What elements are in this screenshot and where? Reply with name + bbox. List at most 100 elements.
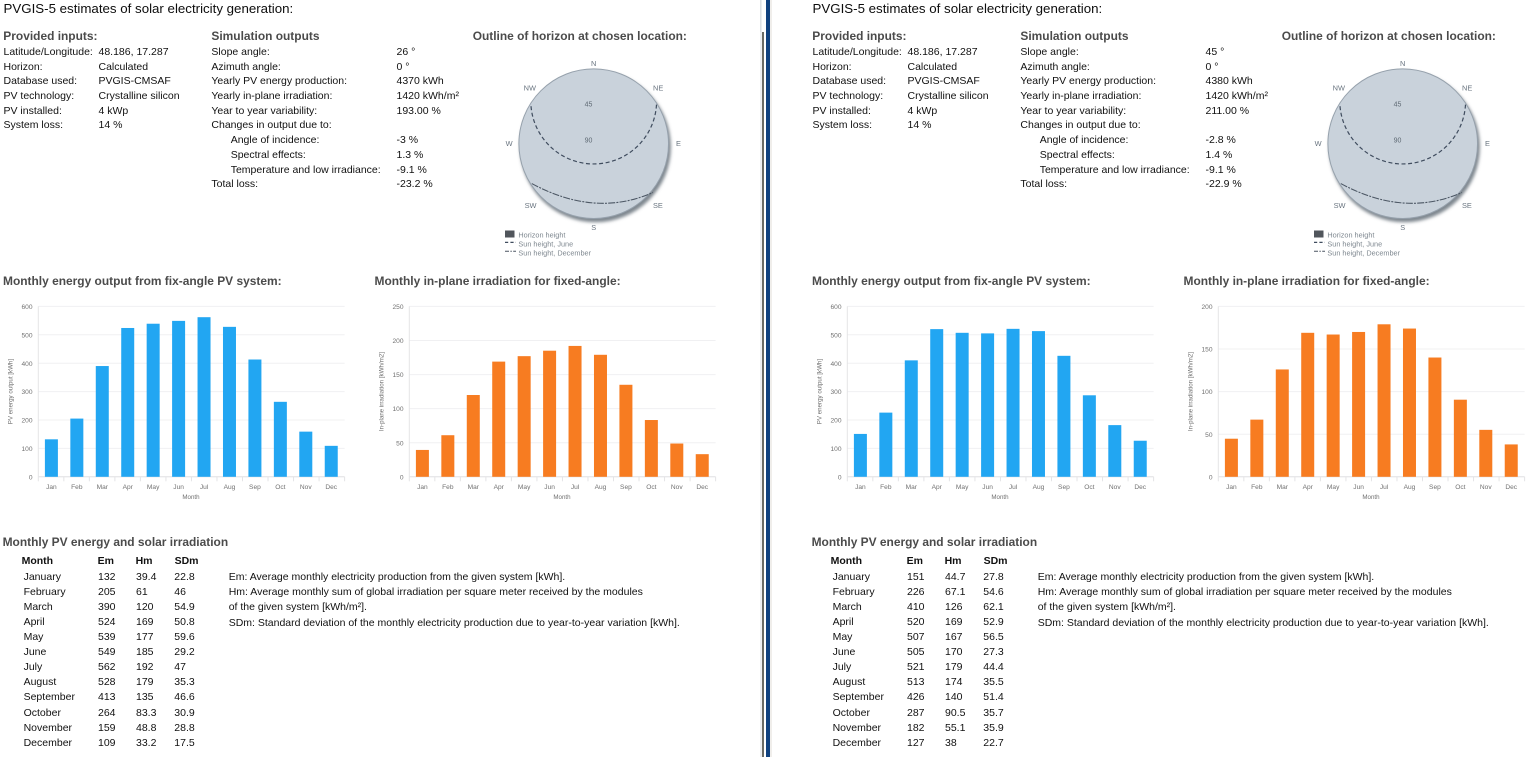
svg-text:S: S xyxy=(591,223,596,232)
svg-text:Month: Month xyxy=(1362,494,1380,501)
svg-text:200: 200 xyxy=(21,418,32,425)
svg-text:PV energy output [kWh]: PV energy output [kWh] xyxy=(817,359,824,425)
svg-text:Nov: Nov xyxy=(1109,484,1121,491)
svg-text:Month: Month xyxy=(991,494,1009,501)
svg-text:E: E xyxy=(676,139,681,148)
svg-text:N: N xyxy=(1400,59,1405,68)
svg-text:Sep: Sep xyxy=(620,484,632,491)
svg-text:Apr: Apr xyxy=(932,484,943,491)
svg-text:100: 100 xyxy=(830,446,841,453)
svg-text:500: 500 xyxy=(830,332,841,339)
svg-text:100: 100 xyxy=(392,406,403,413)
svg-text:SW: SW xyxy=(525,201,537,210)
svg-text:90: 90 xyxy=(585,138,593,145)
svg-text:Jun: Jun xyxy=(544,484,555,491)
svg-text:Mar: Mar xyxy=(97,484,109,491)
svg-text:Month: Month xyxy=(553,494,571,501)
svg-text:Apr: Apr xyxy=(123,484,134,491)
svg-text:Jan: Jan xyxy=(855,484,866,491)
svg-text:Feb: Feb xyxy=(1251,484,1263,491)
svg-text:SE: SE xyxy=(653,201,663,210)
svg-text:Sep: Sep xyxy=(249,484,261,491)
svg-text:NW: NW xyxy=(1333,83,1345,92)
svg-text:SE: SE xyxy=(1462,201,1472,210)
svg-text:90: 90 xyxy=(1394,138,1402,145)
svg-text:Sun height, June: Sun height, June xyxy=(1327,240,1382,249)
svg-text:100: 100 xyxy=(1201,389,1212,396)
svg-text:400: 400 xyxy=(830,361,841,368)
svg-text:Sun height, December: Sun height, December xyxy=(1327,248,1400,257)
svg-text:S: S xyxy=(1400,223,1405,232)
svg-text:45: 45 xyxy=(585,102,593,109)
svg-text:May: May xyxy=(147,484,160,491)
svg-text:Mar: Mar xyxy=(906,484,918,491)
svg-text:N: N xyxy=(591,59,596,68)
svg-text:W: W xyxy=(1315,139,1322,148)
svg-text:Sun height, June: Sun height, June xyxy=(518,240,573,249)
svg-text:Sep: Sep xyxy=(1058,484,1070,491)
svg-text:600: 600 xyxy=(830,304,841,311)
svg-text:Nov: Nov xyxy=(671,484,683,491)
svg-text:300: 300 xyxy=(21,389,32,396)
svg-text:Oct: Oct xyxy=(1084,484,1094,491)
svg-text:Nov: Nov xyxy=(1480,484,1492,491)
svg-text:100: 100 xyxy=(21,446,32,453)
svg-text:In-plane irradiation [kWh/m2]: In-plane irradiation [kWh/m2] xyxy=(1188,352,1195,431)
svg-text:SW: SW xyxy=(1334,201,1346,210)
svg-text:50: 50 xyxy=(396,440,404,447)
svg-text:Oct: Oct xyxy=(1455,484,1465,491)
svg-text:Oct: Oct xyxy=(646,484,656,491)
svg-text:150: 150 xyxy=(392,372,403,379)
svg-text:50: 50 xyxy=(1205,432,1213,439)
svg-text:Jan: Jan xyxy=(46,484,57,491)
svg-text:Jul: Jul xyxy=(1380,484,1389,491)
svg-text:May: May xyxy=(956,484,969,491)
svg-text:Horizon height: Horizon height xyxy=(518,231,565,240)
svg-text:Aug: Aug xyxy=(1404,484,1416,491)
svg-text:Jul: Jul xyxy=(200,484,209,491)
svg-text:NW: NW xyxy=(524,83,536,92)
svg-text:500: 500 xyxy=(21,332,32,339)
svg-text:Month: Month xyxy=(182,494,200,501)
svg-text:Aug: Aug xyxy=(1033,484,1045,491)
svg-text:0: 0 xyxy=(29,474,33,481)
svg-text:Jul: Jul xyxy=(571,484,580,491)
svg-text:Jan: Jan xyxy=(1226,484,1237,491)
svg-text:Aug: Aug xyxy=(595,484,607,491)
svg-text:Dec: Dec xyxy=(696,484,708,491)
svg-text:0: 0 xyxy=(838,474,842,481)
svg-text:E: E xyxy=(1485,139,1490,148)
svg-text:Feb: Feb xyxy=(71,484,83,491)
svg-text:PV energy output [kWh]: PV energy output [kWh] xyxy=(8,359,15,425)
svg-text:45: 45 xyxy=(1394,102,1402,109)
svg-text:May: May xyxy=(1327,484,1340,491)
svg-text:Apr: Apr xyxy=(494,484,505,491)
svg-text:Aug: Aug xyxy=(224,484,236,491)
svg-text:Feb: Feb xyxy=(880,484,892,491)
svg-text:In-plane irradiation [kWh/m2]: In-plane irradiation [kWh/m2] xyxy=(379,352,386,431)
svg-text:Dec: Dec xyxy=(325,484,337,491)
svg-text:Jun: Jun xyxy=(1353,484,1364,491)
svg-text:Mar: Mar xyxy=(1277,484,1289,491)
svg-text:Jun: Jun xyxy=(982,484,993,491)
svg-text:NE: NE xyxy=(1462,83,1472,92)
svg-text:W: W xyxy=(506,139,513,148)
svg-text:Mar: Mar xyxy=(468,484,480,491)
svg-text:Apr: Apr xyxy=(1303,484,1314,491)
svg-text:NE: NE xyxy=(653,83,663,92)
svg-text:150: 150 xyxy=(1201,347,1212,354)
svg-text:200: 200 xyxy=(1201,304,1212,311)
svg-text:400: 400 xyxy=(21,361,32,368)
svg-text:Jul: Jul xyxy=(1009,484,1018,491)
svg-text:600: 600 xyxy=(21,304,32,311)
svg-text:Feb: Feb xyxy=(442,484,454,491)
svg-text:May: May xyxy=(518,484,531,491)
svg-text:0: 0 xyxy=(1209,474,1213,481)
svg-text:Dec: Dec xyxy=(1134,484,1146,491)
svg-text:Horizon height: Horizon height xyxy=(1327,231,1374,240)
svg-text:Nov: Nov xyxy=(300,484,312,491)
svg-text:0: 0 xyxy=(400,474,404,481)
svg-text:Dec: Dec xyxy=(1505,484,1517,491)
svg-text:Jun: Jun xyxy=(173,484,184,491)
svg-text:Oct: Oct xyxy=(275,484,285,491)
